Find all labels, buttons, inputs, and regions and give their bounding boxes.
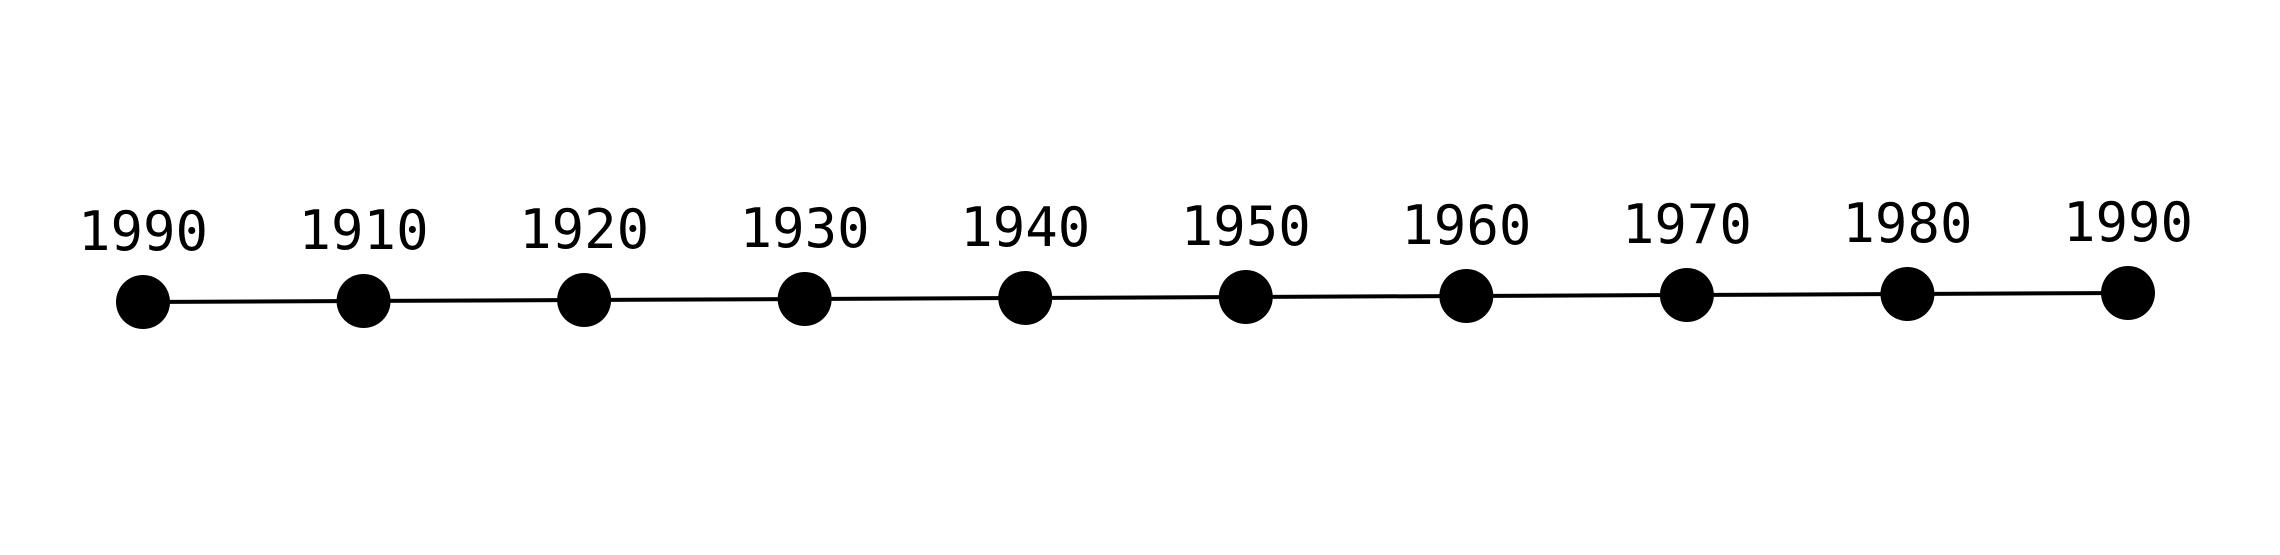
- timeline-segment: [143, 301, 364, 302]
- timeline-segment: [1246, 296, 1467, 297]
- timeline-marker-0: [116, 275, 170, 329]
- timeline-marker-9: [2101, 266, 2155, 320]
- timeline-label-2: 1920: [519, 198, 649, 261]
- timeline-label-3: 1930: [740, 197, 870, 260]
- timeline-label-4: 1940: [960, 196, 1090, 259]
- timeline-label-1: 1910: [299, 199, 429, 262]
- timeline-segment: [584, 299, 805, 300]
- timeline-marker-2: [557, 273, 611, 327]
- timeline-segment: [1025, 297, 1246, 298]
- timeline-segment: [805, 298, 1026, 299]
- timeline-labels: 1990 1910 1920 1930 1940 1950 1960 1970 1980 1990: [78, 191, 2193, 263]
- timeline-marker-5: [1219, 270, 1273, 324]
- timeline-marker-3: [778, 272, 832, 326]
- timeline-segment: [1466, 295, 1687, 296]
- timeline-label-9: 1990: [2063, 191, 2193, 254]
- timeline-line: [143, 293, 2128, 302]
- timeline-label-6: 1960: [1401, 194, 1531, 257]
- timeline-marker-8: [1880, 267, 1934, 321]
- timeline-label-7: 1970: [1622, 193, 1752, 256]
- timeline-marker-6: [1439, 269, 1493, 323]
- timeline-segment: [1687, 294, 1908, 295]
- timeline-segment: [364, 300, 585, 301]
- timeline-marker-7: [1660, 268, 1714, 322]
- timeline-label-5: 1950: [1181, 195, 1311, 258]
- timeline-label-8: 1980: [1842, 192, 1972, 255]
- timeline-segment: [1907, 293, 2128, 294]
- timeline-label-0: 1990: [78, 200, 208, 263]
- timeline-marker-4: [998, 271, 1052, 325]
- timeline-marker-1: [337, 274, 391, 328]
